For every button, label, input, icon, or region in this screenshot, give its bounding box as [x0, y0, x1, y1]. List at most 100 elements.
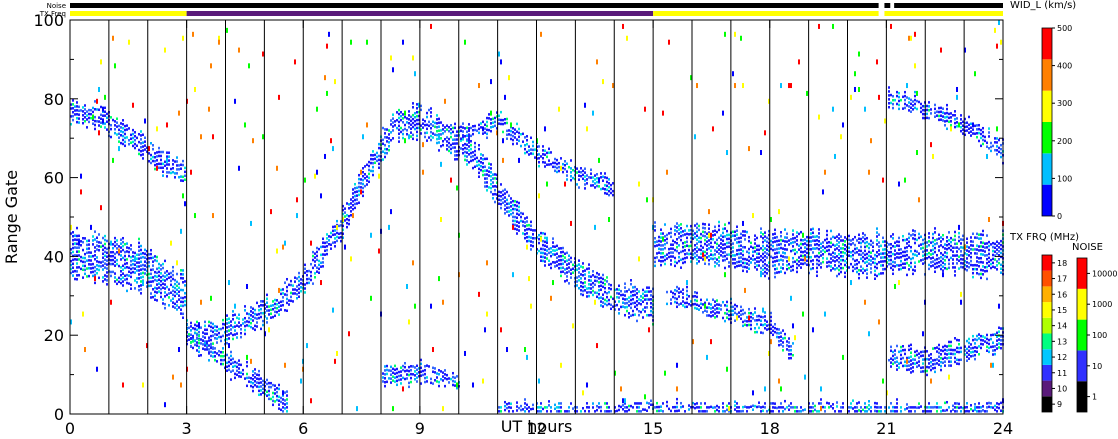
echo-cell [482, 173, 484, 177]
echo-cell [70, 232, 72, 235]
echo-cell [942, 253, 944, 257]
echo-cell [106, 279, 108, 282]
echo-cell [128, 282, 130, 285]
echo-cell [604, 290, 606, 294]
echo-cell [832, 259, 834, 262]
echo-cell [778, 336, 780, 339]
scatter-cell [194, 86, 196, 92]
echo-cell [418, 118, 420, 122]
echo-cell [958, 350, 960, 354]
scatter-cell [710, 232, 712, 238]
echo-cell [424, 368, 426, 372]
echo-cell [392, 371, 394, 375]
echo-cell [750, 323, 752, 327]
scatter-cell [748, 315, 750, 321]
echo-cell [538, 249, 540, 253]
echo-cell [76, 234, 78, 238]
echo-cell [324, 253, 326, 256]
scatter-cell [748, 146, 750, 152]
echo-cell [508, 202, 510, 205]
echo-cell [252, 377, 254, 381]
echo-cell [876, 227, 878, 230]
echo-cell [450, 377, 452, 381]
echo-cell [538, 406, 540, 409]
echo-cell [252, 311, 254, 314]
echo-cell [138, 152, 140, 156]
scatter-cell [664, 370, 666, 376]
echo-cell [172, 170, 174, 174]
echo-cell [864, 233, 866, 237]
echo-cell [666, 290, 668, 294]
echo-cell [368, 164, 370, 168]
echo-cell [948, 242, 950, 246]
echo-cell [914, 233, 916, 237]
echo-cell [424, 131, 426, 135]
echo-cell [122, 244, 124, 248]
echo-cell [816, 243, 818, 246]
echo-cell [506, 133, 508, 137]
echo-cell [416, 380, 418, 383]
echo-cell [460, 137, 462, 140]
echo-cell [126, 128, 128, 131]
echo-cell [398, 120, 400, 124]
echo-cell [774, 240, 776, 243]
echo-cell [868, 254, 870, 258]
echo-cell [162, 286, 164, 289]
scatter-cell [156, 165, 158, 171]
echo-cell [144, 136, 146, 139]
echo-cell [598, 281, 600, 284]
echo-cell [756, 236, 758, 240]
echo-cell [882, 252, 884, 255]
echo-cell [578, 286, 580, 290]
echo-cell [728, 241, 730, 245]
echo-cell [926, 112, 928, 116]
echo-cell [412, 137, 414, 141]
echo-cell [304, 287, 306, 290]
echo-cell [316, 266, 318, 269]
echo-cell [116, 239, 118, 242]
echo-cell [892, 98, 894, 102]
echo-cell [424, 380, 426, 384]
echo-cell [272, 308, 274, 311]
echo-cell [234, 321, 236, 324]
echo-cell [354, 198, 356, 202]
echo-cell [408, 365, 410, 369]
echo-cell [670, 290, 672, 293]
echo-cell [246, 360, 248, 364]
echo-cell [750, 319, 752, 323]
echo-cell [230, 354, 232, 358]
echo-cell [200, 338, 202, 341]
echo-cell [960, 122, 962, 125]
echo-cell [278, 309, 280, 312]
echo-cell [120, 270, 122, 273]
echo-cell [216, 360, 218, 363]
echo-cell [720, 242, 722, 245]
echo-cell [484, 131, 486, 134]
echo-cell [958, 267, 960, 270]
scatter-cell [818, 114, 820, 120]
echo-cell [402, 113, 404, 116]
echo-cell [158, 154, 160, 158]
echo-cell [746, 320, 748, 323]
echo-cell [750, 261, 752, 264]
echo-cell [148, 257, 150, 260]
echo-cell [422, 369, 424, 373]
echo-cell [908, 360, 910, 363]
echo-cell [538, 410, 540, 413]
echo-cell [138, 245, 140, 249]
echo-cell [710, 249, 712, 252]
echo-cell [696, 250, 698, 253]
echo-cell [766, 240, 768, 244]
echo-cell [274, 314, 276, 318]
echo-cell [676, 285, 678, 289]
echo-cell [230, 320, 232, 323]
echo-cell [908, 101, 910, 104]
echo-cell [262, 311, 264, 315]
scatter-cell [96, 366, 98, 372]
echo-cell [716, 299, 718, 302]
echo-cell [532, 233, 534, 236]
echo-cell [914, 102, 916, 106]
echo-cell [484, 169, 486, 172]
echo-cell [814, 408, 816, 412]
echo-cell [770, 243, 772, 247]
